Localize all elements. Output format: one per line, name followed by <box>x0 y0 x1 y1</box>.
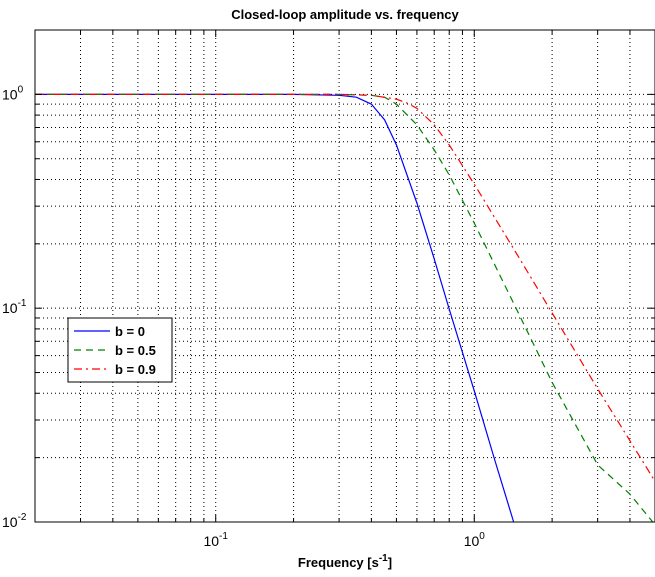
series-lines <box>35 93 655 523</box>
axis-ticks: 10-1 100 10-2 10-1 100 <box>2 29 655 549</box>
legend-box <box>67 317 173 383</box>
legend: b = 0 b = 0.5 b = 0.9 <box>67 317 173 383</box>
chart-title: Closed-loop amplitude vs. frequency <box>231 7 459 22</box>
grid <box>34 29 655 523</box>
legend-label: b = 0 <box>115 324 145 339</box>
x-axis-label: Frequency [s-1] <box>298 553 392 570</box>
y-tick-label: 100 <box>2 84 24 102</box>
y-tick-label: 10-2 <box>2 512 27 530</box>
series-line <box>35 93 655 482</box>
plot-area-frame <box>34 29 655 523</box>
y-tick-label: 10-1 <box>2 298 27 316</box>
series-line <box>35 93 654 523</box>
x-tick-label: 100 <box>464 531 486 549</box>
legend-label: b = 0.5 <box>115 343 156 358</box>
legend-label: b = 0.9 <box>115 362 156 377</box>
x-tick-label: 10-1 <box>203 531 228 549</box>
